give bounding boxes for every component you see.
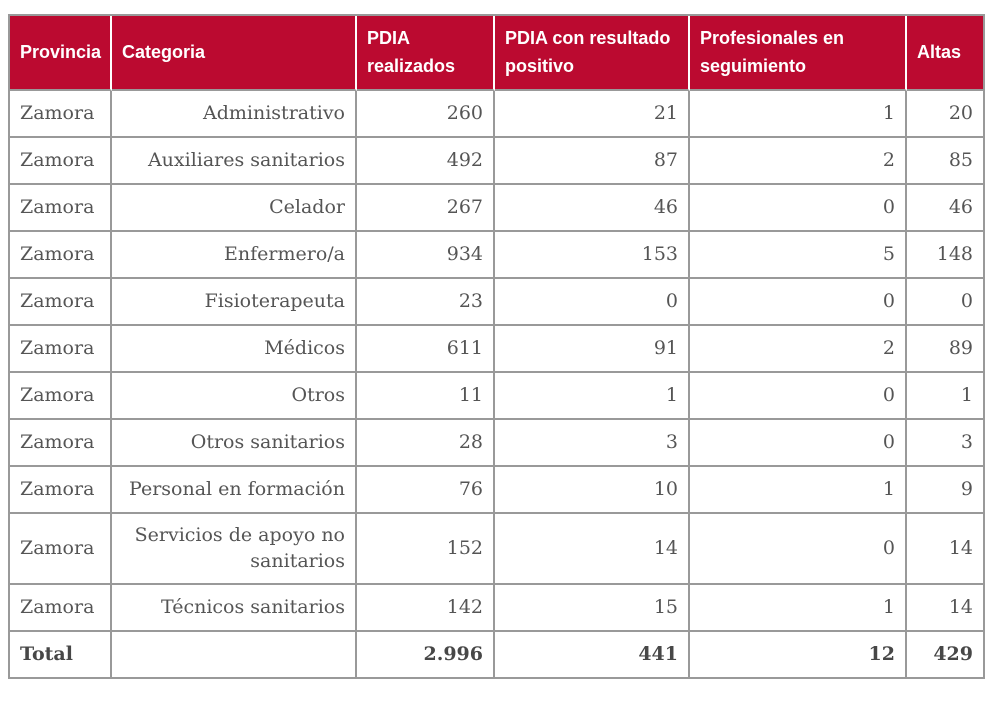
cell-categoria: Otros sanitarios (112, 420, 357, 467)
cell-pdia-positivos: 1 (495, 373, 690, 420)
cell-pdia-realizados: 934 (357, 232, 495, 279)
cell-pdia-realizados: 11 (357, 373, 495, 420)
cell-pdia-realizados: 267 (357, 185, 495, 232)
cell-profesionales-seguimiento: 0 (690, 279, 907, 326)
cell-profesionales-seguimiento: 0 (690, 373, 907, 420)
cell-profesionales-seguimiento: 1 (690, 585, 907, 633)
total-label: Total (10, 632, 112, 680)
total-row: Total 2.996 441 12 429 (10, 632, 985, 680)
table-footer: Total 2.996 441 12 429 (10, 632, 985, 680)
cell-altas: 3 (907, 420, 985, 467)
table-row: Zamora Administrativo 260 21 1 20 (10, 91, 985, 138)
cell-provincia: Zamora (10, 91, 112, 138)
cell-altas: 20 (907, 91, 985, 138)
cell-categoria: Servicios de apoyo no sanitarios (112, 514, 357, 586)
cell-pdia-realizados: 28 (357, 420, 495, 467)
table-header: Provincia Categoria PDIA realizados PDIA… (10, 16, 985, 91)
pdia-professionals-table: Provincia Categoria PDIA realizados PDIA… (8, 14, 985, 680)
cell-profesionales-seguimiento: 0 (690, 514, 907, 586)
cell-provincia: Zamora (10, 514, 112, 586)
cell-provincia: Zamora (10, 138, 112, 185)
total-altas: 429 (907, 632, 985, 680)
cell-categoria: Auxiliares sanitarios (112, 138, 357, 185)
cell-pdia-positivos: 91 (495, 326, 690, 373)
cell-altas: 85 (907, 138, 985, 185)
cell-categoria: Técnicos sanitarios (112, 585, 357, 633)
cell-categoria: Administrativo (112, 91, 357, 138)
table-row: Zamora Médicos 611 91 2 89 (10, 326, 985, 373)
cell-pdia-positivos: 87 (495, 138, 690, 185)
table-row: Zamora Técnicos sanitarios 142 15 1 14 (10, 585, 985, 633)
cell-categoria: Otros (112, 373, 357, 420)
cell-pdia-positivos: 0 (495, 279, 690, 326)
table-row: Zamora Celador 267 46 0 46 (10, 185, 985, 232)
header-row: Provincia Categoria PDIA realizados PDIA… (10, 16, 985, 91)
cell-pdia-realizados: 152 (357, 514, 495, 586)
table-row: Zamora Fisioterapeuta 23 0 0 0 (10, 279, 985, 326)
cell-provincia: Zamora (10, 373, 112, 420)
cell-provincia: Zamora (10, 467, 112, 514)
total-categoria-empty (112, 632, 357, 680)
cell-pdia-realizados: 23 (357, 279, 495, 326)
cell-pdia-positivos: 14 (495, 514, 690, 586)
table-row: Zamora Enfermero/a 934 153 5 148 (10, 232, 985, 279)
table-body: Zamora Administrativo 260 21 1 20 Zamora… (10, 91, 985, 633)
cell-altas: 0 (907, 279, 985, 326)
total-pdia-realizados: 2.996 (357, 632, 495, 680)
cell-altas: 46 (907, 185, 985, 232)
cell-provincia: Zamora (10, 279, 112, 326)
cell-altas: 9 (907, 467, 985, 514)
cell-pdia-positivos: 10 (495, 467, 690, 514)
cell-categoria: Fisioterapeuta (112, 279, 357, 326)
cell-altas: 14 (907, 585, 985, 633)
cell-profesionales-seguimiento: 1 (690, 91, 907, 138)
cell-provincia: Zamora (10, 326, 112, 373)
cell-pdia-realizados: 260 (357, 91, 495, 138)
cell-categoria: Médicos (112, 326, 357, 373)
cell-profesionales-seguimiento: 5 (690, 232, 907, 279)
table-row: Zamora Auxiliares sanitarios 492 87 2 85 (10, 138, 985, 185)
column-header-altas: Altas (907, 16, 985, 91)
cell-pdia-realizados: 142 (357, 585, 495, 633)
table-row: Zamora Personal en formación 76 10 1 9 (10, 467, 985, 514)
table-row: Zamora Otros 11 1 0 1 (10, 373, 985, 420)
cell-pdia-positivos: 3 (495, 420, 690, 467)
column-header-categoria: Categoria (112, 16, 357, 91)
cell-provincia: Zamora (10, 232, 112, 279)
cell-pdia-realizados: 492 (357, 138, 495, 185)
cell-pdia-positivos: 15 (495, 585, 690, 633)
cell-categoria: Celador (112, 185, 357, 232)
cell-pdia-positivos: 153 (495, 232, 690, 279)
cell-profesionales-seguimiento: 2 (690, 138, 907, 185)
cell-pdia-positivos: 21 (495, 91, 690, 138)
table-container: Provincia Categoria PDIA realizados PDIA… (8, 14, 985, 680)
cell-provincia: Zamora (10, 585, 112, 633)
cell-pdia-realizados: 611 (357, 326, 495, 373)
cell-pdia-positivos: 46 (495, 185, 690, 232)
cell-altas: 89 (907, 326, 985, 373)
cell-altas: 1 (907, 373, 985, 420)
cell-altas: 14 (907, 514, 985, 586)
cell-profesionales-seguimiento: 2 (690, 326, 907, 373)
cell-provincia: Zamora (10, 420, 112, 467)
cell-categoria: Personal en formación (112, 467, 357, 514)
total-profesionales-seguimiento: 12 (690, 632, 907, 680)
cell-categoria: Enfermero/a (112, 232, 357, 279)
table-row: Zamora Otros sanitarios 28 3 0 3 (10, 420, 985, 467)
column-header-provincia: Provincia (10, 16, 112, 91)
cell-provincia: Zamora (10, 185, 112, 232)
cell-altas: 148 (907, 232, 985, 279)
column-header-profesionales-seguimiento: Profesionales en seguimiento (690, 16, 907, 91)
column-header-pdia-realizados: PDIA realizados (357, 16, 495, 91)
cell-profesionales-seguimiento: 0 (690, 420, 907, 467)
cell-pdia-realizados: 76 (357, 467, 495, 514)
column-header-pdia-positivos: PDIA con resultado positivo (495, 16, 690, 91)
cell-profesionales-seguimiento: 1 (690, 467, 907, 514)
table-row: Zamora Servicios de apoyo no sanitarios … (10, 514, 985, 586)
cell-profesionales-seguimiento: 0 (690, 185, 907, 232)
total-pdia-positivos: 441 (495, 632, 690, 680)
